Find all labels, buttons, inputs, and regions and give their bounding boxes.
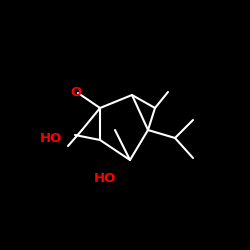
- Text: O: O: [70, 86, 82, 98]
- Text: HO: HO: [94, 172, 116, 184]
- Text: HO: HO: [40, 132, 62, 144]
